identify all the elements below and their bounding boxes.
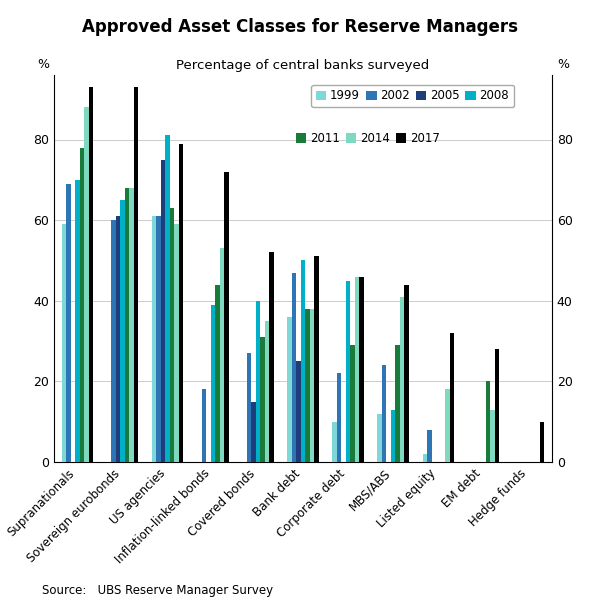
Bar (355, 277, 359, 462)
Bar (490, 410, 495, 462)
Bar (202, 389, 206, 462)
Bar (220, 248, 224, 462)
Bar (314, 256, 319, 462)
Bar (175, 224, 179, 462)
Bar (166, 136, 170, 462)
Bar (224, 172, 229, 462)
Bar (256, 301, 260, 462)
Bar (62, 224, 66, 462)
Bar (75, 180, 80, 462)
Bar (422, 454, 427, 462)
Bar (84, 107, 89, 462)
Bar (157, 216, 161, 462)
Bar (350, 345, 355, 462)
Bar (485, 382, 490, 462)
Bar (161, 160, 166, 462)
Bar (449, 333, 454, 462)
Bar (382, 365, 386, 462)
Text: Source:   UBS Reserve Manager Survey: Source: UBS Reserve Manager Survey (42, 584, 273, 597)
Bar (211, 305, 215, 462)
Bar (337, 373, 341, 462)
Bar (427, 430, 431, 462)
Bar (395, 345, 400, 462)
Bar (292, 272, 296, 462)
Bar (215, 284, 220, 462)
Bar (346, 281, 350, 462)
Bar (540, 422, 544, 462)
Bar (391, 410, 395, 462)
Bar (332, 422, 337, 462)
Bar (310, 309, 314, 462)
Bar (121, 200, 125, 462)
Bar (495, 349, 499, 462)
Text: %: % (37, 58, 49, 71)
Bar (404, 284, 409, 462)
Bar (89, 87, 93, 462)
Bar (152, 216, 157, 462)
Bar (111, 220, 116, 462)
Bar (134, 87, 139, 462)
Bar (296, 361, 301, 462)
Bar (377, 413, 382, 462)
Title: Percentage of central banks surveyed: Percentage of central banks surveyed (176, 59, 430, 73)
Bar (301, 260, 305, 462)
Bar (247, 353, 251, 462)
Bar (359, 277, 364, 462)
Bar (116, 216, 121, 462)
Text: Approved Asset Classes for Reserve Managers: Approved Asset Classes for Reserve Manag… (82, 18, 518, 36)
Bar (251, 401, 256, 462)
Bar (130, 188, 134, 462)
Bar (287, 317, 292, 462)
Text: %: % (557, 58, 569, 71)
Bar (305, 309, 310, 462)
Bar (80, 148, 84, 462)
Bar (170, 208, 175, 462)
Bar (269, 253, 274, 462)
Bar (179, 143, 184, 462)
Legend: 2011, 2014, 2017: 2011, 2014, 2017 (291, 127, 445, 150)
Bar (265, 321, 269, 462)
Bar (260, 337, 265, 462)
Bar (125, 188, 130, 462)
Bar (400, 297, 404, 462)
Bar (66, 184, 71, 462)
Bar (445, 389, 449, 462)
